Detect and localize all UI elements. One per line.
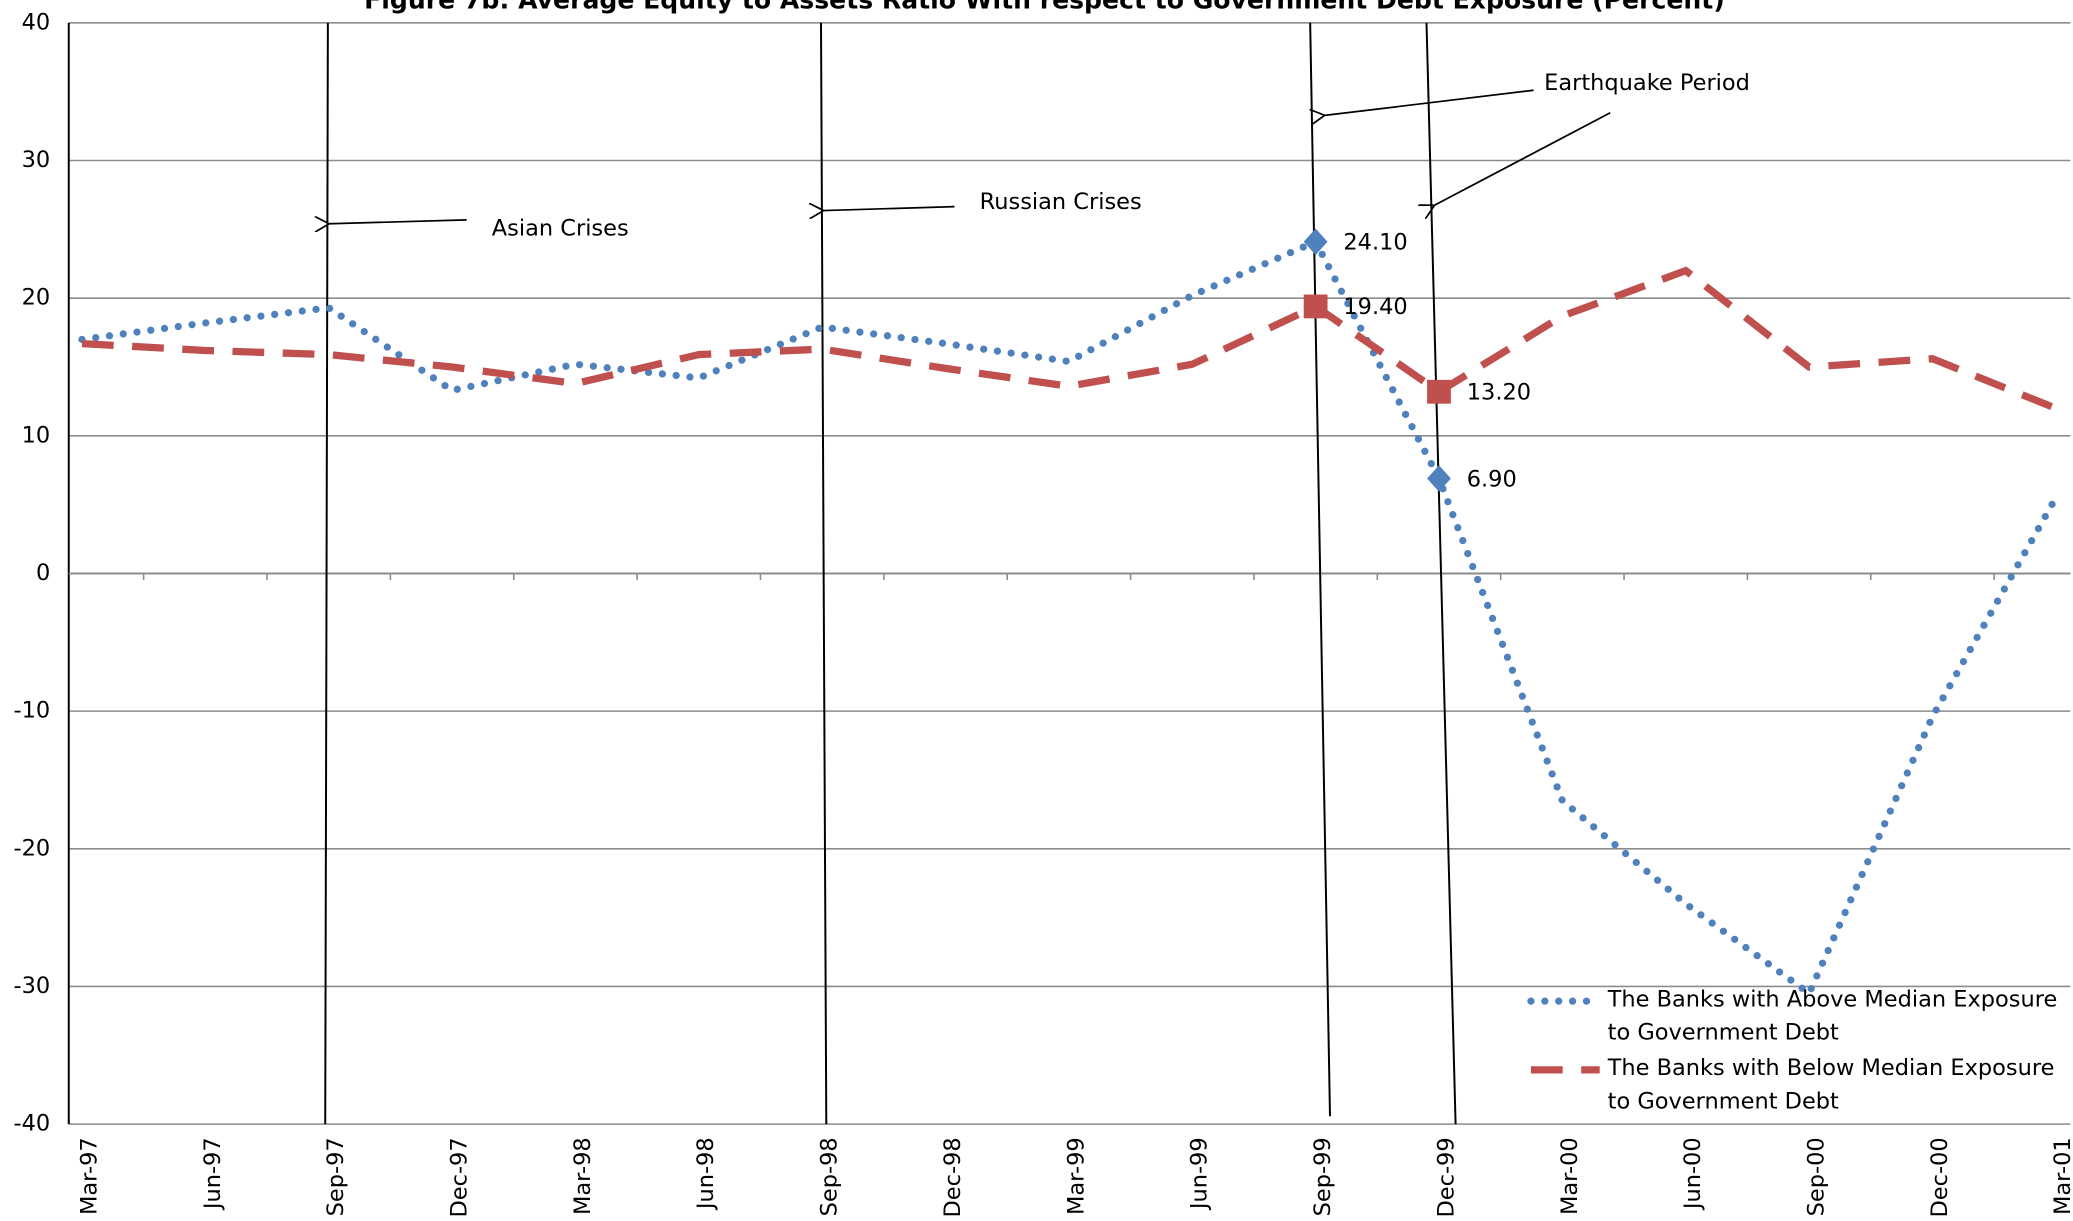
y-tick-label: 40 bbox=[22, 9, 51, 35]
legend-label: The Banks with Below Median Exposure to … bbox=[1607, 1055, 2055, 1115]
y-tick-label: -40 bbox=[14, 1111, 51, 1137]
x-tick-label: Mar-99 bbox=[1063, 1137, 1089, 1215]
x-tick-label: Mar-97 bbox=[76, 1137, 102, 1215]
data-label: 13.20 bbox=[1467, 380, 1531, 406]
x-tick-label: Jun-99 bbox=[1187, 1137, 1213, 1211]
series-line bbox=[78, 237, 2060, 999]
marker bbox=[1303, 228, 1328, 255]
x-tick-label: Sep-99 bbox=[1310, 1137, 1336, 1216]
x-tick-label: Dec-97 bbox=[446, 1137, 472, 1217]
annotation: Asian Crises bbox=[492, 216, 629, 242]
x-tick-label: Mar-00 bbox=[1557, 1137, 1583, 1215]
x-tick-label: Dec-99 bbox=[1433, 1137, 1459, 1217]
marker bbox=[1427, 379, 1451, 404]
chart-title: Figure 7b: Average Equity to Assets Rati… bbox=[364, 0, 1725, 15]
x-tick-label: Jun-98 bbox=[693, 1137, 719, 1211]
x-tick-label: Sep-98 bbox=[817, 1137, 843, 1216]
y-tick-label: -30 bbox=[14, 973, 51, 999]
x-tick-label: Sep-00 bbox=[1804, 1137, 1830, 1216]
y-tick-label: -10 bbox=[14, 698, 51, 724]
data-label: 24.10 bbox=[1343, 230, 1407, 256]
annotation: Russian Crises bbox=[980, 189, 1142, 215]
annotation: Earthquake Period bbox=[1544, 70, 1750, 96]
y-tick-label: -20 bbox=[14, 835, 51, 861]
y-tick-label: 0 bbox=[36, 560, 50, 586]
series-line bbox=[81, 266, 2058, 412]
y-tick-label: 10 bbox=[22, 422, 51, 448]
legend-label: The Banks with Above Median Exposure to … bbox=[1607, 986, 2058, 1047]
legend-entry: The Banks with Above Median Exposure to … bbox=[1607, 986, 2058, 1047]
data-label: 6.90 bbox=[1467, 466, 1517, 492]
y-tick-label: 30 bbox=[22, 147, 51, 173]
x-tick-label: Dec-98 bbox=[940, 1137, 966, 1217]
x-tick-label: Mar-98 bbox=[570, 1137, 596, 1215]
x-tick-label: Jun-97 bbox=[200, 1137, 226, 1211]
x-tick-label: Dec-00 bbox=[1927, 1137, 1953, 1217]
marker bbox=[1303, 294, 1328, 319]
x-tick-label: Mar-01 bbox=[2050, 1137, 2073, 1215]
legend-entry: The Banks with Below Median Exposure to … bbox=[1607, 1055, 2055, 1115]
marker bbox=[1427, 465, 1451, 492]
x-tick-label: Jun-00 bbox=[1680, 1137, 1706, 1211]
data-label: 19.40 bbox=[1343, 294, 1407, 320]
x-tick-label: Sep-97 bbox=[323, 1137, 349, 1216]
y-tick-label: 20 bbox=[22, 285, 51, 311]
arrows bbox=[329, 89, 1611, 224]
